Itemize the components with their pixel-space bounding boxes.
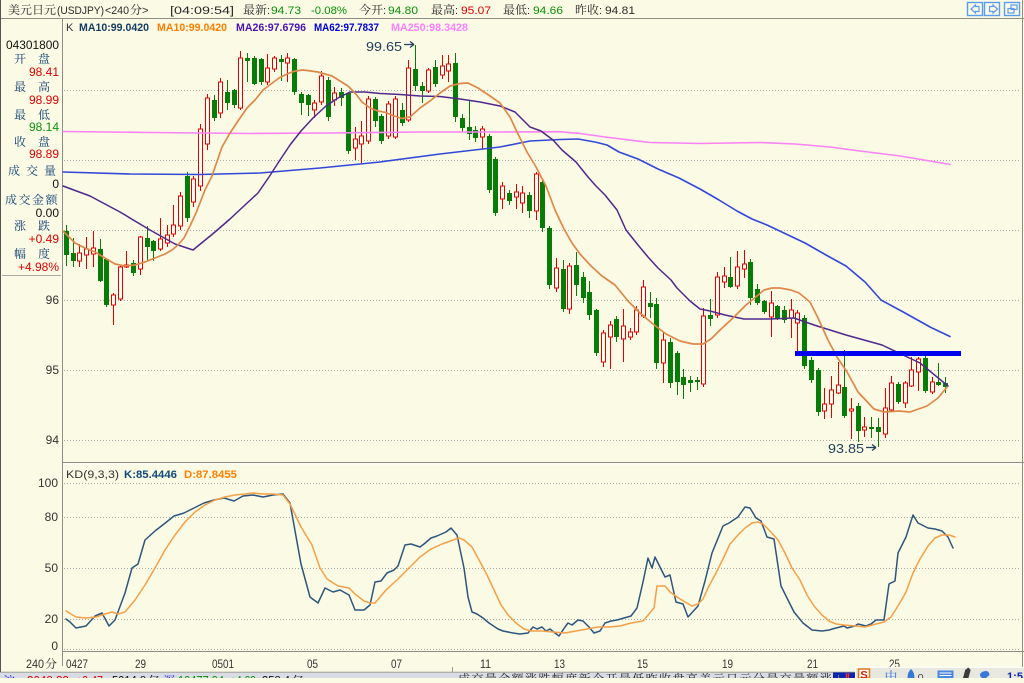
svg-text:04301800: 04301800 (6, 38, 59, 52)
svg-text:99.65: 99.65 (366, 39, 402, 54)
svg-text:100: 100 (38, 476, 58, 490)
svg-text:+9.47: +9.47 (76, 674, 103, 679)
svg-text:K:85.4446: K:85.4446 (124, 469, 177, 481)
svg-text:95: 95 (46, 363, 60, 377)
svg-text:MA10:99.0420: MA10:99.0420 (79, 22, 149, 34)
svg-text:29: 29 (135, 659, 146, 671)
svg-text::: : (527, 5, 530, 17)
svg-text:MA62:97.7837: MA62:97.7837 (314, 22, 379, 34)
svg-text:[04:09:54]: [04:09:54] (170, 5, 234, 17)
svg-text:K: K (66, 22, 74, 34)
svg-text:94.81: 94.81 (605, 5, 635, 17)
svg-text::: : (267, 5, 270, 17)
svg-text:>: > (142, 5, 148, 17)
svg-text:D:87.8455: D:87.8455 (184, 469, 237, 481)
svg-text:21: 21 (807, 659, 818, 671)
svg-text::: : (383, 5, 386, 17)
svg-text:98.99: 98.99 (29, 93, 59, 107)
svg-text:MA10:99.0420: MA10:99.0420 (157, 22, 227, 34)
svg-text:98.14: 98.14 (29, 120, 59, 134)
svg-text:98.41: 98.41 (29, 65, 59, 79)
svg-text:05: 05 (307, 659, 318, 671)
svg-text:1:5: 1:5 (1007, 671, 1023, 678)
svg-text:95.07: 95.07 (461, 5, 491, 17)
svg-text:0427: 0427 (66, 659, 88, 671)
svg-text:0: 0 (52, 177, 59, 191)
svg-text:19: 19 (722, 659, 733, 671)
svg-text:15: 15 (637, 659, 648, 671)
svg-text:(USDJPY): (USDJPY) (57, 5, 104, 17)
svg-text:-0.08%: -0.08% (311, 5, 347, 17)
svg-text:07: 07 (391, 659, 402, 671)
svg-text:0.00: 0.00 (36, 206, 60, 220)
svg-text::: : (599, 5, 602, 17)
svg-text:<240: <240 (105, 5, 129, 17)
svg-text:11: 11 (480, 659, 491, 671)
svg-text:+4.98%: +4.98% (18, 260, 59, 274)
svg-text:93.85: 93.85 (828, 441, 864, 456)
svg-text:↓: ↓ (836, 672, 842, 678)
svg-text:5014.8: 5014.8 (112, 674, 146, 679)
svg-text:MA250:98.3428: MA250:98.3428 (391, 22, 468, 34)
svg-text:94.80: 94.80 (388, 5, 418, 17)
svg-text:50: 50 (45, 561, 59, 575)
svg-text:0501: 0501 (212, 659, 234, 671)
svg-text:o: o (918, 671, 924, 678)
svg-text:94.66: 94.66 (533, 5, 563, 17)
svg-text:358.4: 358.4 (262, 674, 290, 679)
svg-text:+0.49: +0.49 (29, 232, 60, 246)
svg-text:80: 80 (45, 510, 59, 524)
svg-text:S: S (860, 670, 867, 679)
svg-text:Ⅱ: Ⅱ (845, 673, 850, 678)
svg-text:96: 96 (46, 293, 60, 307)
svg-text:MA26:97.6796: MA26:97.6796 (236, 22, 306, 34)
svg-text:94: 94 (46, 433, 60, 447)
svg-text:13: 13 (554, 659, 565, 671)
svg-text:20: 20 (45, 612, 59, 626)
svg-text:3048.33: 3048.33 (27, 674, 69, 679)
svg-text::: : (455, 5, 458, 17)
svg-text:KD(9,3,3): KD(9,3,3) (66, 469, 119, 481)
svg-text:98.89: 98.89 (29, 147, 59, 161)
svg-text:0: 0 (51, 639, 58, 653)
svg-text:94.73: 94.73 (271, 5, 301, 17)
svg-text:10477.94: 10477.94 (178, 674, 224, 679)
svg-text:+4.89: +4.89 (230, 674, 256, 679)
svg-text:240: 240 (26, 659, 44, 671)
